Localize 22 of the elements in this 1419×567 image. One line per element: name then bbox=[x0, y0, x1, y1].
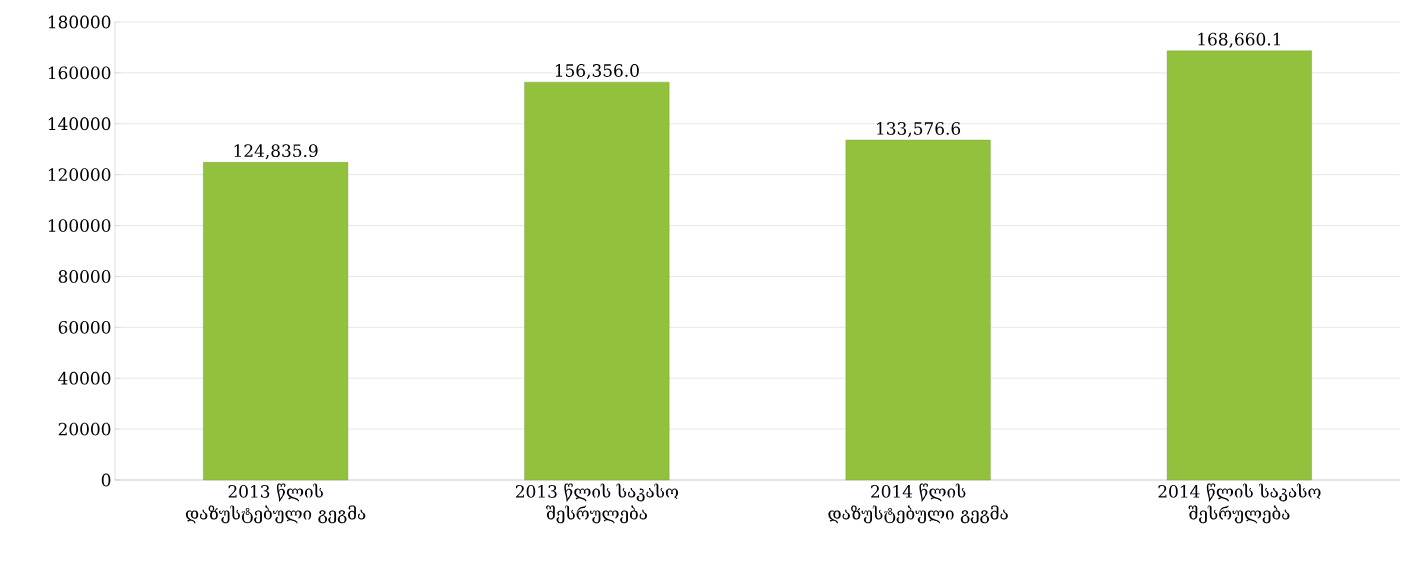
y-tick-label: 160000 bbox=[48, 66, 111, 80]
x-tick-label: 2013 წლის დაზუსტებული გეგმა bbox=[185, 483, 366, 524]
bar bbox=[203, 162, 349, 481]
y-tick-label: 80000 bbox=[58, 270, 111, 283]
y-tick-label: 180000 bbox=[48, 15, 111, 29]
bar bbox=[845, 139, 991, 481]
y-tick-label: 100000 bbox=[48, 219, 111, 232]
y-tick-label: 40000 bbox=[58, 371, 111, 385]
data-label: 124,835.9 bbox=[234, 144, 318, 160]
data-label: 168,660.1 bbox=[1198, 32, 1281, 48]
x-tick-label: 2014 წლის საკასო შესრულება bbox=[1158, 483, 1321, 524]
data-label: 133,576.6 bbox=[877, 122, 961, 137]
y-tick-label: 0 bbox=[101, 473, 111, 487]
y-tick-label: 140000 bbox=[48, 117, 111, 131]
y-tick-label: 20000 bbox=[58, 422, 111, 436]
bar bbox=[524, 81, 670, 481]
data-label: 156,356.0 bbox=[555, 64, 639, 79]
y-tick-label: 120000 bbox=[48, 168, 111, 182]
x-tick-label: 2014 წლის დაზუსტებული გეგმა bbox=[828, 483, 1008, 524]
x-tick-label: 2013 წლის საკასო შესრულება bbox=[515, 483, 679, 524]
bar bbox=[1166, 50, 1312, 481]
y-tick-label: 60000 bbox=[58, 320, 111, 334]
